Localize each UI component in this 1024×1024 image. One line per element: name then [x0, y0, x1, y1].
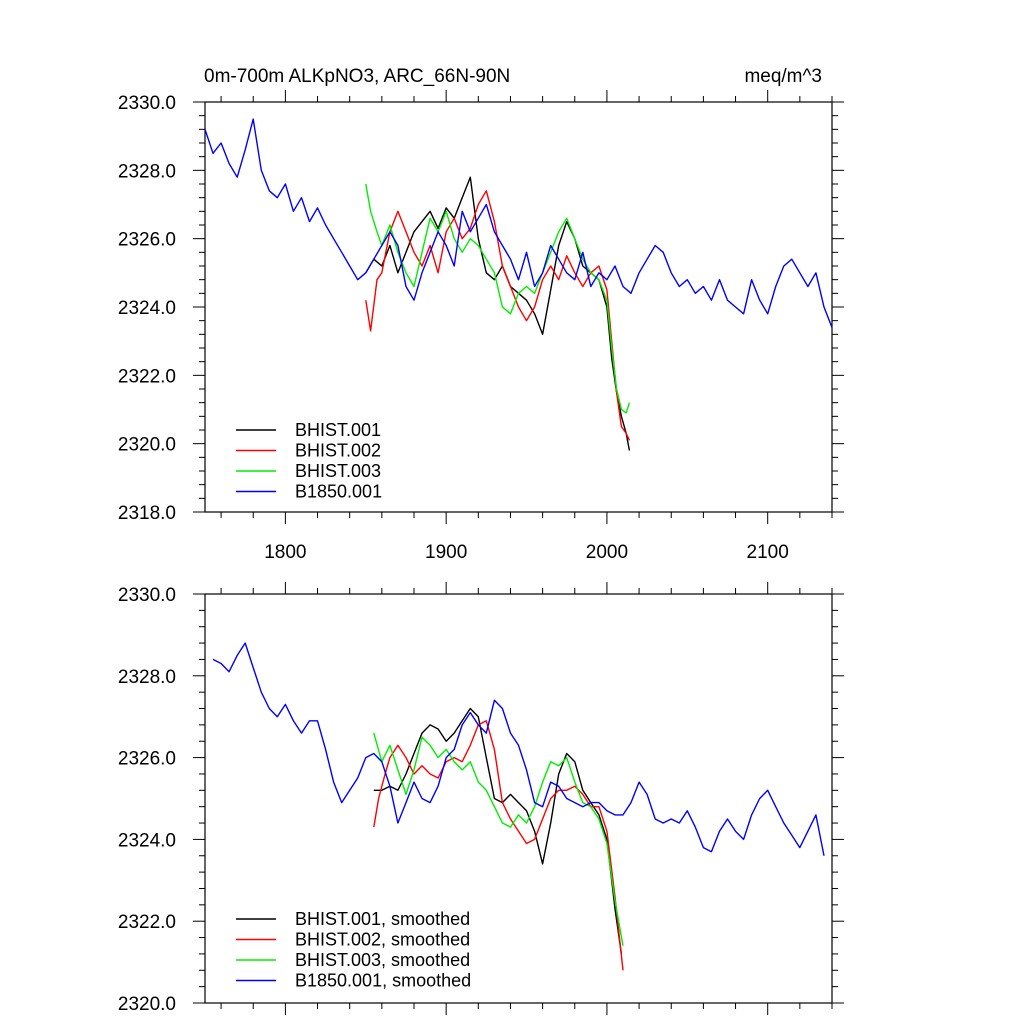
y-tick-label: 2328.0 [118, 667, 176, 688]
plot-frame [204, 593, 833, 1004]
chart-units: meq/m^3 [744, 66, 822, 87]
y-tick-label: 2322.0 [118, 366, 176, 387]
chart-title: 0m-700m ALKpNO3, ARC_66N-90N [204, 66, 510, 87]
legend-label: B1850.001 [295, 482, 382, 502]
y-tick-label: 2318.0 [118, 503, 176, 524]
y-tick-label: 2324.0 [118, 830, 176, 851]
y-tick-label: 2322.0 [118, 912, 176, 933]
y-tick-label: 2324.0 [118, 298, 176, 319]
x-tick-label: 2100 [747, 542, 789, 563]
legend-label: BHIST.002 [295, 441, 381, 461]
x-tick-label: 1800 [264, 542, 306, 563]
legend-label: BHIST.003 [295, 461, 381, 481]
series-line-2 [373, 720, 624, 971]
y-tick-label: 2330.0 [118, 93, 176, 114]
series-line-4 [212, 642, 825, 856]
legend-label: BHIST.003, smoothed [295, 950, 470, 970]
legend-label: BHIST.002, smoothed [295, 930, 470, 950]
series-line-3 [373, 732, 624, 946]
y-tick-label: 2328.0 [118, 161, 176, 182]
series-line-2 [365, 190, 631, 441]
legend-label: BHIST.001 [295, 420, 381, 440]
y-tick-label: 2326.0 [118, 230, 176, 251]
legend-label: B1850.001, smoothed [295, 971, 471, 991]
y-tick-label: 2320.0 [118, 435, 176, 456]
series-line-1 [365, 176, 631, 451]
x-tick-label: 1900 [425, 542, 467, 563]
y-tick-label: 2326.0 [118, 749, 176, 770]
x-tick-label: 2000 [586, 542, 628, 563]
top-panel: 0m-700m ALKpNO3, ARC_66N-90N meq/m^3 180… [118, 66, 844, 563]
legend-label: BHIST.001, smoothed [295, 909, 470, 929]
series-line-4 [204, 118, 833, 328]
y-tick-label: 2320.0 [118, 994, 176, 1015]
y-tick-label: 2330.0 [118, 585, 176, 606]
bottom-panel: 2320.0 2322.0 2324.0 2326.0 2328.0 2330.0 BHIS… [118, 582, 844, 1015]
series-line-1 [373, 707, 623, 954]
series-line-3 [365, 183, 631, 414]
